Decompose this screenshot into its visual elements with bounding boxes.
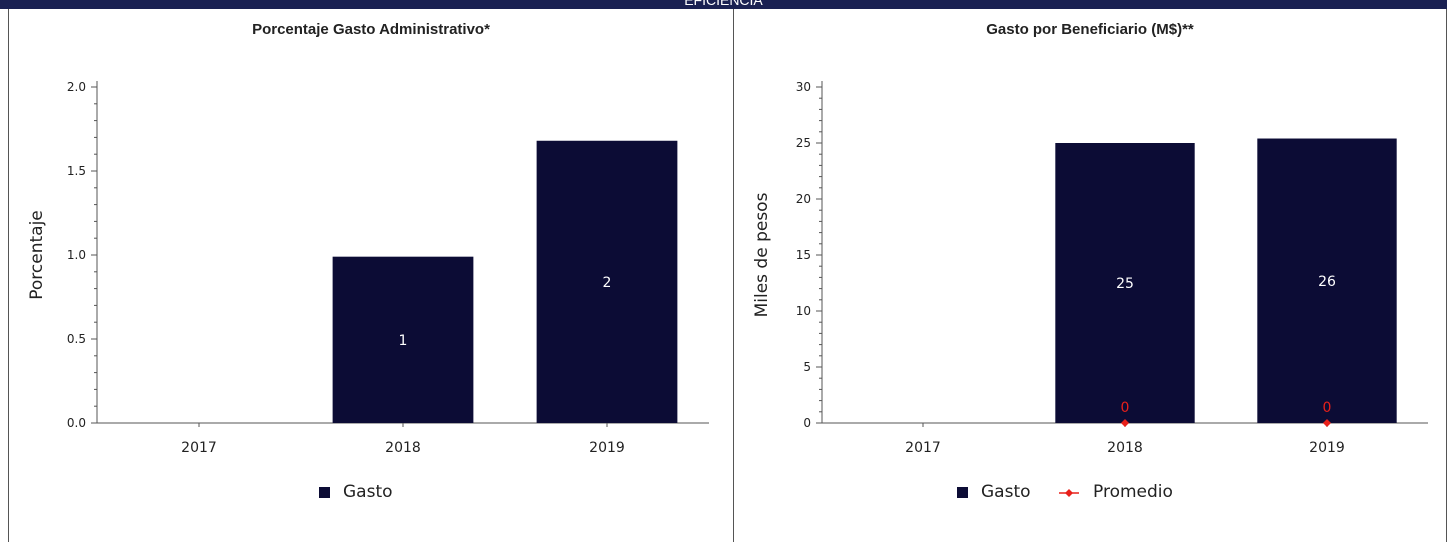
chart-panel-beneficiary-expense: Gasto por Beneficiario (M$)** 0 5 10 15 20 25…	[733, 9, 1447, 542]
y-tick-label: 20	[796, 192, 811, 206]
y-tick-label: 30	[796, 80, 811, 94]
y-axis-title: Porcentaje	[27, 210, 47, 300]
legend-label: Gasto	[981, 482, 1031, 502]
legend-label: Promedio	[1093, 482, 1173, 502]
y-tick-label: 25	[796, 136, 811, 150]
bar-2019	[1257, 138, 1397, 423]
x-tick-label: 2019	[589, 440, 625, 456]
x-tick-label: 2017	[905, 440, 941, 456]
y-tick-label: 15	[796, 248, 811, 262]
chart-title: Gasto por Beneficiario (M$)**	[986, 21, 1194, 38]
legend-label: Gasto	[343, 482, 393, 502]
section-header-bar: EFICIENCIA	[0, 0, 1447, 9]
x-tick-label: 2019	[1309, 440, 1345, 456]
average-marker	[1121, 419, 1129, 427]
y-tick-label: 5	[803, 360, 811, 374]
x-tick-label: 2018	[385, 440, 421, 456]
bar-data-label: 2	[603, 275, 612, 291]
bar-data-label: 25	[1116, 276, 1134, 292]
y-tick-label: 0.0	[67, 416, 86, 430]
y-tick-label: 2.0	[67, 80, 86, 94]
chart-panel-admin-expense: Porcentaje Gasto Administrativo* 0.0 0.5 1…	[8, 9, 734, 542]
legend-swatch-gasto	[319, 487, 330, 498]
bar-2018	[332, 256, 474, 423]
y-tick-label: 1.5	[67, 164, 86, 178]
bar-2019	[536, 140, 678, 423]
legend-swatch-gasto	[957, 487, 968, 498]
section-header-title: EFICIENCIA	[684, 0, 763, 8]
chart-title: Porcentaje Gasto Administrativo*	[252, 21, 490, 38]
bar-data-label: 1	[399, 333, 408, 349]
average-data-label: 0	[1323, 400, 1332, 416]
average-data-label: 0	[1121, 400, 1130, 416]
bar-data-label: 26	[1318, 274, 1336, 290]
chart-admin-expense: 0.0 0.5 1.0 1.5 2.0 Porcentaje 2017 2018 2019 1 2 G…	[27, 80, 709, 502]
y-axis-title: Miles de pesos	[752, 192, 772, 317]
y-tick-label: 10	[796, 304, 811, 318]
y-tick-label: 0.5	[67, 332, 86, 346]
y-tick-label: 1.0	[67, 248, 86, 262]
x-tick-label: 2018	[1107, 440, 1143, 456]
average-marker	[1323, 419, 1331, 427]
legend-marker-promedio	[1065, 489, 1073, 497]
y-tick-label: 0	[803, 416, 811, 430]
chart-beneficiary-expense: 0 5 10 15 20 25 30 Miles de pesos 2017 2018 2019 25…	[752, 80, 1428, 502]
x-tick-label: 2017	[181, 440, 217, 456]
bar-2018	[1055, 143, 1195, 423]
